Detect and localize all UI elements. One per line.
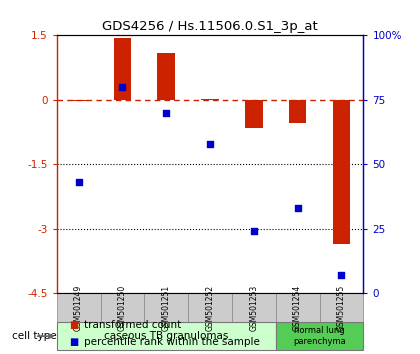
Text: GSM501254: GSM501254	[293, 284, 302, 331]
Text: caseous TB granulomas: caseous TB granulomas	[104, 331, 228, 341]
Point	[207, 141, 213, 147]
Bar	[158, 53, 175, 100]
Bar	[232, 293, 276, 322]
Bar	[57, 293, 100, 322]
Text: ■: ■	[69, 320, 78, 330]
Text: transformed count: transformed count	[84, 320, 181, 330]
Text: GSM501253: GSM501253	[249, 284, 258, 331]
Text: percentile rank within the sample: percentile rank within the sample	[84, 337, 260, 347]
Bar	[289, 100, 306, 124]
Bar	[114, 38, 131, 100]
Text: GSM501251: GSM501251	[162, 284, 171, 331]
Bar	[333, 100, 350, 244]
Point	[294, 205, 301, 211]
Text: GSM501255: GSM501255	[337, 284, 346, 331]
Point	[163, 110, 170, 115]
Point	[119, 84, 126, 90]
Point	[250, 228, 257, 234]
Bar	[245, 100, 262, 128]
Bar	[201, 99, 219, 100]
Bar	[276, 293, 320, 322]
Bar	[144, 293, 188, 322]
Bar	[276, 322, 363, 350]
Bar	[70, 100, 87, 101]
Point	[338, 272, 345, 278]
Bar	[57, 322, 276, 350]
Title: GDS4256 / Hs.11506.0.S1_3p_at: GDS4256 / Hs.11506.0.S1_3p_at	[102, 20, 318, 33]
Point	[75, 179, 82, 185]
Bar	[188, 293, 232, 322]
Bar	[100, 293, 144, 322]
Text: GSM501252: GSM501252	[205, 284, 215, 331]
Text: GSM501250: GSM501250	[118, 284, 127, 331]
Text: cell type: cell type	[12, 331, 57, 341]
Text: ■: ■	[69, 337, 78, 347]
Text: GSM501249: GSM501249	[74, 284, 83, 331]
Text: normal lung
parenchyma: normal lung parenchyma	[293, 326, 346, 346]
Bar	[320, 293, 363, 322]
